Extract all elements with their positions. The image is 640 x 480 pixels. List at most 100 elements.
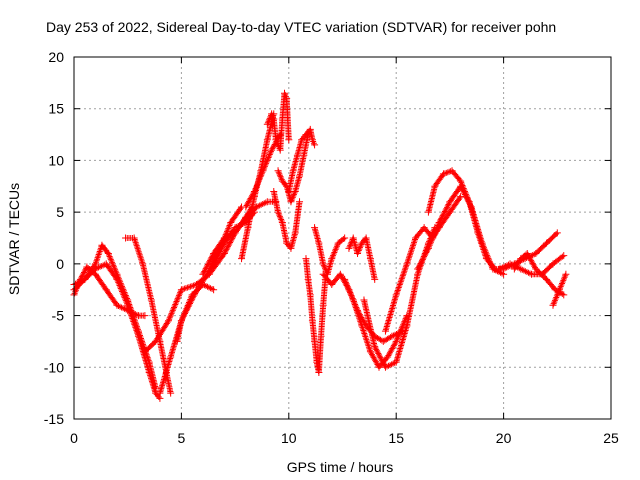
data-point-fill [364,339,371,346]
data-point-fill [141,344,148,351]
data-point-fill [217,247,224,254]
data-point-fill [400,271,407,278]
data-point [358,322,366,330]
data-point-fill [361,332,368,339]
data-point-fill [80,270,87,277]
data-point-fill [275,169,282,176]
data-point-fill [135,248,142,255]
data-point [141,312,149,320]
y-axis-label: SDTVAR / TECUs [6,183,22,295]
data-point-fill [174,297,181,304]
data-point-fill [226,240,233,247]
data-point [268,110,276,118]
data-point-fill [136,251,143,258]
data-point-fill [164,319,171,326]
data-point-fill [224,243,231,250]
series-arc-15 [285,125,319,195]
data-point [319,260,327,268]
data-point-fill [443,169,450,176]
data-point-fill [139,339,146,346]
data-point-fill [396,281,403,288]
data-point-fill [412,236,419,243]
data-point-fill [137,254,144,261]
data-point-fill [263,160,270,167]
data-point-fill [175,292,182,299]
data-point-fill [418,259,425,266]
data-point-fill [441,209,448,216]
data-point-fill [212,258,219,265]
data-point-fill [398,275,405,282]
data-point-fill [265,118,272,125]
data-point-fill [252,185,259,192]
data-point-fill [423,248,430,255]
data-point-fill [456,194,463,201]
data-point-fill [349,295,356,302]
data-point [259,167,267,175]
data-point-fill [347,289,354,296]
data-point-fill [133,323,140,330]
data-point-fill [442,207,449,214]
data-point-fill [276,170,283,177]
data-point-fill [290,192,297,199]
data-point-fill [188,283,195,290]
data-point-fill [140,341,147,348]
data-point-fill [401,266,408,273]
data-point-fill [187,283,194,290]
plot-frame [73,56,612,420]
data-point-fill [173,298,180,305]
data-point-fill [275,210,282,217]
data-point-fill [109,259,116,266]
data-point-fill [407,248,414,255]
data-point [439,170,447,178]
data-point-fill [106,253,113,260]
data-point-fill [277,173,284,180]
data-point-fill [464,194,471,201]
data-point [177,286,185,294]
data-point-fill [252,186,259,193]
series-arc-12 [263,89,293,154]
x-tick-label: 25 [603,430,619,446]
data-point-fill [136,331,143,338]
data-point-fill [344,283,351,290]
data-point-fill [268,148,275,155]
data-point-fill [125,298,132,305]
data-point-fill [258,170,265,177]
data-point-fill [144,353,151,360]
data-point-fill [200,269,207,276]
data-point-fill [380,360,387,367]
data-point-fill [463,192,470,199]
data-point [177,317,185,325]
data-point-fill [415,269,422,276]
data-point [328,255,336,263]
data-point-fill [110,263,117,270]
data-point-fill [409,244,416,251]
data-point-fill [211,259,218,266]
x-tick-label: 5 [178,430,186,446]
data-point-fill [219,242,226,249]
data-point-fill [257,173,264,180]
data-point-fill [136,250,143,257]
data-point-fill [260,166,267,173]
data-point-fill [436,218,443,225]
data-point-fill [81,269,88,276]
data-point-fill [406,253,413,260]
data-point-fill [137,253,144,260]
data-point-fill [395,284,402,291]
data-point-fill [224,244,231,251]
data-point-fill [421,252,428,259]
data-point [250,187,258,195]
data-point [167,389,175,397]
data-point-fill [262,161,269,168]
data-point-fill [169,308,176,315]
data-point-fill [133,242,140,249]
data-point-fill [112,266,119,273]
data-point-fill [136,332,143,339]
data-point [553,229,561,237]
data-point [274,167,282,175]
data-point-fill [363,336,370,343]
series-arc-7 [173,281,218,345]
data-point [113,270,121,278]
data-point-fill [138,256,145,263]
y-tick-label: 0 [56,256,64,272]
